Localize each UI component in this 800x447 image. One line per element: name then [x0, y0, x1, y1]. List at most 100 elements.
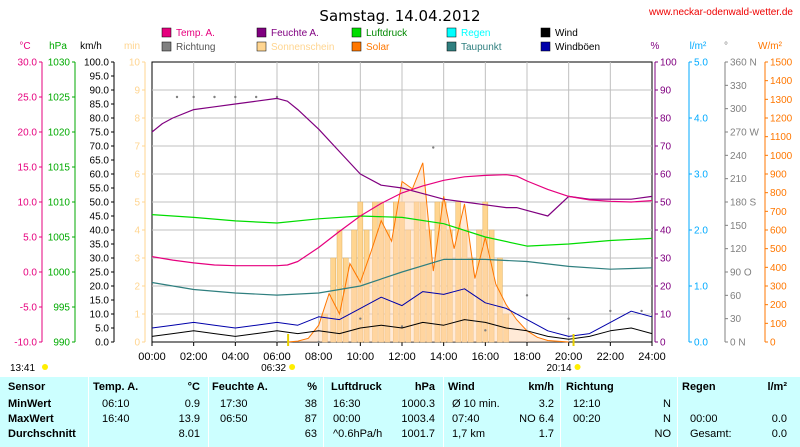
stats-separator [443, 377, 444, 447]
tick-humidity: 90 [660, 86, 672, 97]
stats-header-cell: °C [187, 381, 200, 393]
tick-wind: 65.0 [90, 156, 110, 167]
stats-header-cell: Regen [682, 381, 716, 393]
tick-wind: 5.0 [95, 324, 109, 335]
weather-chart: Samstag. 14.04.2012 www.neckar-odenwald-… [10, 7, 793, 374]
tick-direction: 150 [730, 221, 747, 232]
pressure-value: 1000.3 [401, 398, 435, 410]
tick-direction: 360 N [730, 58, 757, 69]
sunrise-label: 06:32 [261, 363, 286, 374]
axis-unit-rain: l/m² [690, 41, 707, 52]
stats-header-cell: Wind [448, 381, 475, 393]
stats-row-label: Durchschnitt [8, 428, 76, 440]
tick-temp: 0.0 [23, 268, 37, 279]
series-line-wind [151, 319, 653, 340]
legend-swatch [256, 41, 267, 52]
temp-value: 13.9 [178, 413, 200, 425]
x-tick-label: 16:00 [472, 351, 500, 363]
legend-label: Sonnenschein [271, 42, 334, 53]
axis-unit-sunshine: min [124, 41, 140, 52]
tick-wind: 75.0 [90, 128, 110, 139]
direction-time: 12:10 [573, 398, 601, 410]
axis-units: °C hPa km/h min% l/m² ° W/m² [19, 41, 782, 52]
stats-row-label: MinWert [8, 398, 52, 410]
x-tick-label: 10:00 [347, 351, 375, 363]
tick-humidity: 100 [660, 58, 677, 69]
stats-header-cell: Richtung [566, 381, 614, 393]
pressure-time: ^0.6hPa/h [333, 428, 383, 440]
humidity-value: 87 [304, 413, 317, 425]
tick-wind: 40.0 [90, 226, 110, 237]
series-layer [151, 95, 653, 344]
series-line-feuchte-a- [151, 97, 653, 217]
stats-separator [560, 377, 561, 447]
tick-humidity: 20 [660, 282, 672, 293]
tick-solar: 400 [770, 263, 787, 274]
tick-solar: 1000 [770, 151, 793, 162]
tick-solar: 600 [770, 226, 787, 237]
tick-solar: 200 [770, 300, 787, 311]
stats-table: Sensor Temp. A. °C Feuchte A.% Luftdruck hPa W… [0, 377, 800, 447]
direction-point [484, 329, 487, 332]
temp-time: 16:40 [102, 413, 130, 425]
moon-icon [42, 364, 48, 370]
sun-markers: 06:32 20:14 13:41 [10, 334, 581, 374]
legend-label: Feuchte A. [271, 28, 319, 39]
direction-point [213, 95, 216, 99]
tick-pressure: 1030 [48, 58, 71, 69]
tick-direction: 30 [730, 314, 742, 325]
tick-direction: 180 S [730, 198, 756, 209]
legend-label: Regen [461, 28, 490, 39]
x-tick-label: 02:00 [180, 351, 208, 363]
legend-swatch [256, 27, 267, 38]
axis-unit-temp: °C [19, 41, 30, 52]
tick-direction: 60 [730, 291, 742, 302]
source-link[interactable]: www.neckar-odenwald-wetter.de [648, 7, 793, 18]
tick-solar: 1100 [770, 132, 792, 143]
tick-pressure: 990 [53, 338, 70, 349]
axis-unit-pressure: hPa [49, 41, 67, 52]
tick-humidity: 0 [660, 338, 666, 349]
tick-pressure: 1015 [48, 163, 71, 174]
tick-solar: 900 [770, 170, 787, 181]
tick-wind: 90.0 [90, 86, 110, 97]
legend-swatch [446, 41, 457, 52]
stats-header-cell: % [307, 381, 317, 393]
pressure-value: 1001.7 [401, 428, 435, 440]
legend-swatch [540, 41, 551, 52]
tick-rain: 0.0 [694, 338, 708, 349]
wind-value: 1.7 [538, 428, 554, 440]
tick-wind: 25.0 [90, 268, 110, 279]
sunset-label: 20:14 [546, 363, 571, 374]
tick-direction: 0 N [730, 338, 746, 349]
tick-sunshine: 2 [134, 282, 140, 293]
tick-wind: 60.0 [90, 170, 110, 181]
axis-unit-direction: ° [724, 41, 728, 52]
direction-point [567, 317, 570, 320]
tick-solar: 1400 [770, 76, 793, 87]
stats-row: MinWert 06:10 0.9 17:30 38 16:30 1000.3 Ø 10 mi… [0, 398, 800, 412]
tick-direction: 330 [730, 81, 747, 92]
tick-pressure: 1025 [48, 93, 71, 104]
stats-row: MaxWert 16:40 13.9 06:50 87 00:00 1003.4 07:40 N… [0, 413, 800, 427]
tick-solar: 800 [770, 188, 787, 199]
tick-rain: 2.0 [694, 226, 708, 237]
x-tick-label: 20:00 [555, 351, 583, 363]
direction-point [192, 95, 195, 99]
stats-header-cell: Luftdruck [331, 381, 382, 393]
legend-label: Windböen [555, 42, 600, 53]
direction-point [254, 95, 258, 99]
direction-value: NO [654, 428, 672, 440]
direction-point [640, 309, 643, 313]
tick-rain: 4.0 [694, 114, 708, 125]
pressure-time: 16:30 [333, 398, 361, 410]
tick-solar: 700 [770, 207, 787, 218]
stats-header-cell: Feuchte A. [212, 381, 268, 393]
temp-value: 0.9 [184, 398, 200, 410]
tick-pressure: 995 [53, 303, 70, 314]
x-tick-label: 12:00 [388, 351, 416, 363]
humidity-time: 06:50 [220, 413, 248, 425]
wind-time: 1,7 km [452, 428, 486, 440]
tick-humidity: 70 [660, 142, 672, 153]
tick-wind: 30.0 [90, 254, 110, 265]
